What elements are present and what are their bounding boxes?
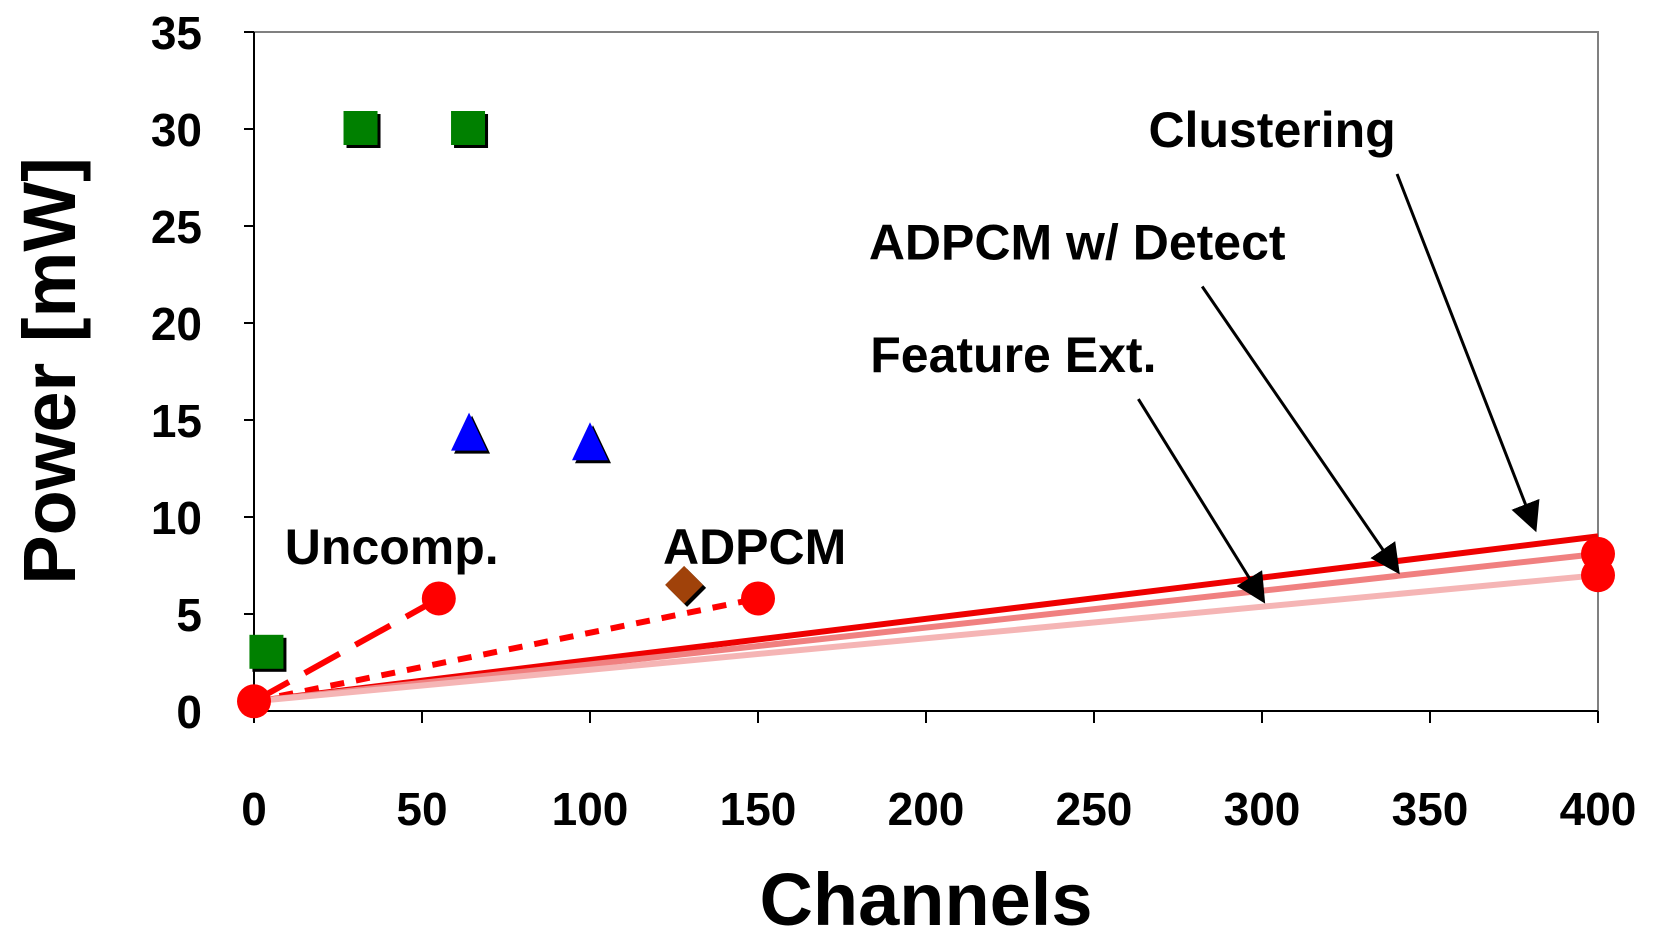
y-tick-label: 15 [151, 395, 202, 447]
x-tick-label: 100 [552, 783, 629, 835]
x-tick-label: 250 [1056, 783, 1133, 835]
series-line [253, 595, 759, 705]
y-axis: 0 5 10 15 20 25 30 35 [151, 7, 255, 738]
series-lines [252, 533, 1599, 705]
y-axis-title: Power [mW] [8, 157, 91, 585]
annotation-label: ADPCM w/ Detect [869, 215, 1286, 271]
series-line [252, 595, 441, 704]
y-tick-label: 5 [176, 589, 202, 641]
y-tick-label: 20 [151, 298, 202, 350]
square-marker [249, 634, 284, 669]
series-line [253, 550, 1599, 705]
annotation-label: Uncomp. [285, 519, 499, 575]
triangle-marker [572, 422, 608, 461]
x-axis: 0 50 100 150 200 250 300 350 400 [241, 710, 1637, 835]
series-line [253, 572, 1599, 705]
circle-marker [237, 684, 271, 719]
annotation-label: Feature Ext. [870, 327, 1156, 383]
y-tick-label: 25 [151, 201, 202, 253]
y-tick-label: 30 [151, 104, 202, 156]
annotation-label: Clustering [1148, 102, 1395, 158]
circle-marker [421, 581, 456, 616]
x-tick-label: 50 [396, 783, 447, 835]
annotation-arrow [1200, 285, 1400, 575]
annotation-label: ADPCM [663, 519, 846, 575]
diamond-marker [665, 565, 704, 604]
x-tick-label: 350 [1392, 783, 1469, 835]
annotation-arrow [1137, 398, 1266, 604]
x-tick-label: 400 [1560, 783, 1637, 835]
square-marker [451, 111, 486, 145]
x-tick-label: 0 [241, 783, 267, 835]
triangle-marker [451, 412, 488, 451]
x-tick-label: 200 [888, 783, 965, 835]
circle-marker [741, 581, 775, 616]
y-tick-label: 10 [151, 492, 202, 544]
x-axis-title: Channels [759, 858, 1092, 941]
y-tick-label: 0 [176, 686, 202, 738]
y-tick-label: 35 [151, 7, 202, 59]
x-tick-label: 150 [720, 783, 797, 835]
annotations: Clustering ADPCM w/ Detect Feature Ext. Unc… [285, 102, 1540, 604]
circle-marker [1581, 558, 1615, 593]
x-tick-label: 300 [1224, 783, 1301, 835]
series-markers [237, 111, 1615, 719]
square-marker [343, 111, 378, 145]
annotation-arrow [1395, 173, 1540, 533]
